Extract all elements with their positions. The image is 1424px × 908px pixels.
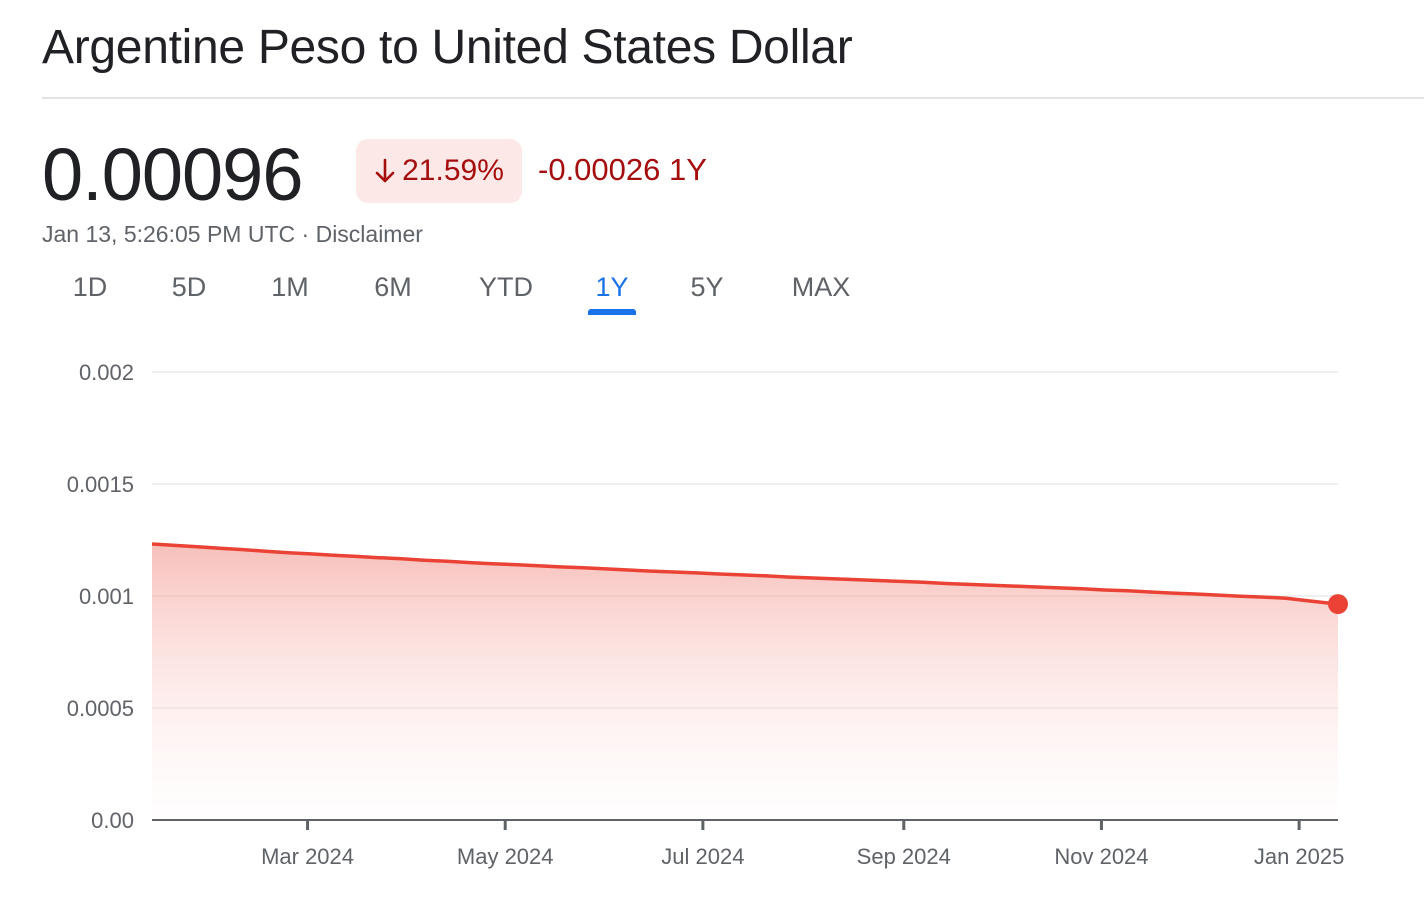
tab-5d[interactable]: 5D [171, 272, 207, 302]
x-tick-label: Nov 2024 [1054, 844, 1148, 869]
quote-timestamp: Jan 13, 5:26:05 PM UTC [42, 221, 296, 247]
tab-max[interactable]: MAX [791, 272, 851, 302]
change-abs-value: -0.00026 [538, 152, 661, 187]
x-tick-label: Mar 2024 [261, 844, 354, 869]
quote-meta: Jan 13, 5:26:05 PM UTC · Disclaimer [42, 221, 423, 248]
price-line [151, 542, 1339, 606]
page-title: Argentine Peso to United States Dollar [42, 21, 853, 74]
meta-separator: · [301, 221, 310, 247]
arrow-down-icon [375, 158, 395, 183]
tab-1d[interactable]: 1D [72, 272, 108, 302]
tab-1y[interactable]: 1Y [595, 272, 629, 302]
active-tab-indicator [588, 309, 636, 315]
price-area-fill [152, 544, 1338, 820]
y-axis-labels: 0.002 0.0015 0.001 0.0005 0.00 [67, 360, 134, 833]
change-period: 1Y [669, 152, 707, 187]
disclaimer-link[interactable]: Disclaimer [315, 221, 423, 247]
y-tick-label: 0.0005 [67, 696, 134, 721]
x-tick-label: Jan 2025 [1254, 844, 1345, 869]
header-divider [42, 97, 1424, 99]
x-tick-label: Sep 2024 [857, 844, 951, 869]
tab-ytd[interactable]: YTD [479, 272, 533, 302]
x-axis-ticks: Mar 2024 May 2024 Jul 2024 Sep 2024 Nov 2024… [261, 820, 1344, 869]
y-tick-label: 0.00 [91, 808, 134, 833]
change-absolute: -0.00026 1Y [538, 152, 707, 188]
current-price: 0.00096 [42, 133, 303, 216]
tab-6m[interactable]: 6M [374, 272, 412, 302]
exchange-rate-chart[interactable]: 0.002 0.0015 0.001 0.0005 0.00 Mar 2024 May 2… [0, 330, 1424, 900]
y-tick-label: 0.001 [79, 584, 134, 609]
tab-5y[interactable]: 5Y [690, 272, 724, 302]
y-tick-label: 0.0015 [67, 472, 134, 497]
change-percent-badge: 21.59% [356, 139, 522, 203]
change-percent: 21.59% [402, 154, 504, 187]
last-price-marker [1328, 594, 1348, 615]
y-tick-label: 0.002 [79, 360, 134, 385]
x-tick-label: Jul 2024 [661, 844, 744, 869]
x-tick-label: May 2024 [457, 844, 554, 869]
tab-1m[interactable]: 1M [271, 272, 309, 302]
